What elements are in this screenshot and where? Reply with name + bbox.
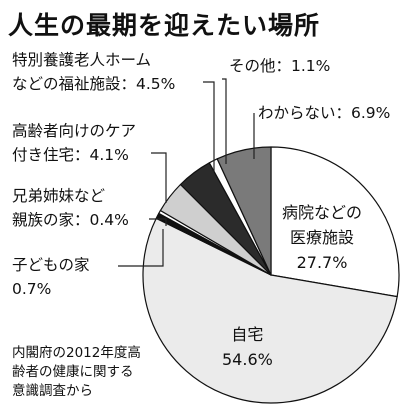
label-other: その他：1.1%	[229, 57, 331, 75]
leader-child	[118, 229, 164, 267]
label-child: 子どもの家 0.7%	[12, 256, 90, 298]
pie-slice-0	[270, 146, 400, 298]
label-care: 高齢者向けのケア 付き住宅：4.1%	[12, 122, 137, 164]
label-relative: 兄弟姉妹など 親族の家：0.4%	[12, 187, 129, 229]
pie-slice-1	[142, 217, 398, 404]
label-welfare: 特別養護老人ホーム などの福祉施設：4.5%	[12, 51, 176, 93]
leader-other	[222, 78, 227, 164]
leader-welfare	[203, 81, 215, 172]
label-hospital: 病院などの 医療施設 27.7%	[282, 203, 363, 272]
label-unknown: わからない：6.9%	[258, 104, 391, 122]
chart-title: 人生の最期を迎えたい場所	[8, 11, 321, 40]
pie-slice-7	[216, 146, 272, 276]
leader-relative	[149, 218, 167, 226]
leader-care	[151, 152, 167, 203]
label-home: 自宅 54.6%	[222, 325, 273, 369]
source-note: 内閣府の2012年度高 齢者の健康に関する 意識調査から	[12, 345, 141, 399]
